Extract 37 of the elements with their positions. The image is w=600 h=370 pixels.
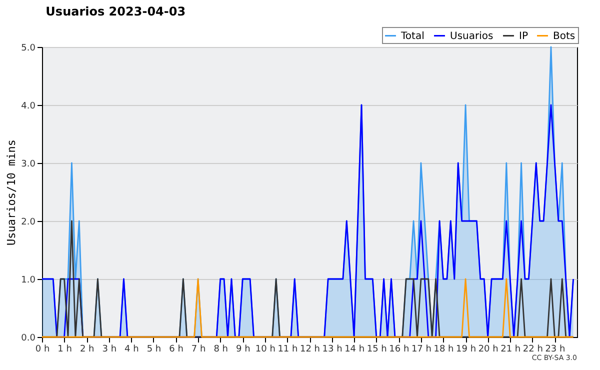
x-tick-label: 0 h bbox=[35, 344, 50, 354]
line-series bbox=[41, 104, 574, 338]
x-tick-label: 16 h bbox=[389, 344, 410, 354]
x-tick-label: 11 h bbox=[278, 344, 298, 354]
x-tick-label: 10 h bbox=[255, 344, 276, 354]
x-tick-label: 5 h bbox=[146, 344, 162, 354]
x-tick-label: 6 h bbox=[169, 344, 184, 354]
x-tick-label: 22 h bbox=[522, 344, 543, 354]
x-tick-label: 12 h bbox=[300, 344, 320, 354]
x-tick-label: 9 h bbox=[236, 344, 250, 354]
y-tick-label: 0.0 bbox=[21, 334, 36, 344]
y-tick-label: 4.0 bbox=[21, 102, 36, 112]
x-tick-label: 18 h bbox=[434, 344, 454, 354]
y-tick-label: 1.0 bbox=[21, 276, 36, 286]
chart-title: Usuarios 2023-04-03 bbox=[46, 4, 186, 18]
x-tick-label: 17 h bbox=[411, 344, 432, 354]
y-tick-label: 3.0 bbox=[21, 160, 36, 170]
x-tick-label: 8 h bbox=[214, 344, 228, 354]
x-tick-label: 15 h bbox=[366, 344, 387, 354]
x-tick-label: 20 h bbox=[478, 344, 498, 354]
legend-label: IP bbox=[519, 30, 528, 42]
legend-label: Total bbox=[400, 30, 424, 42]
legend-label: Bots bbox=[553, 30, 576, 42]
x-tick-label: 19 h bbox=[456, 344, 476, 354]
y-tick-label: 5.0 bbox=[21, 44, 36, 54]
x-tick-label: 21 h bbox=[500, 344, 521, 354]
x-tick-label: 7 h bbox=[191, 344, 206, 354]
y-tick-label: 2.0 bbox=[21, 218, 36, 228]
x-tick-label: 13 h bbox=[322, 344, 342, 354]
x-tick-label: 14 h bbox=[344, 344, 365, 354]
x-tick-label: 1 h bbox=[58, 344, 72, 354]
x-tick-label: 3 h bbox=[102, 344, 117, 354]
x-tick-label: 23 h bbox=[545, 344, 566, 354]
x-tick-label: 2 h bbox=[80, 344, 94, 354]
legend-label: Usuarios bbox=[450, 30, 494, 42]
y-axis-title: Usuarios/10 mins bbox=[5, 140, 18, 246]
x-tick-label: 4 h bbox=[124, 344, 139, 354]
